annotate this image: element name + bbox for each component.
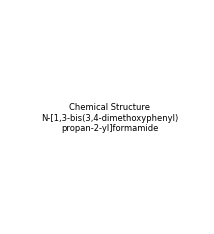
Text: Chemical Structure
N-[1,3-bis(3,4-dimethoxyphenyl)
propan-2-yl]formamide: Chemical Structure N-[1,3-bis(3,4-dimeth… <box>41 103 178 133</box>
